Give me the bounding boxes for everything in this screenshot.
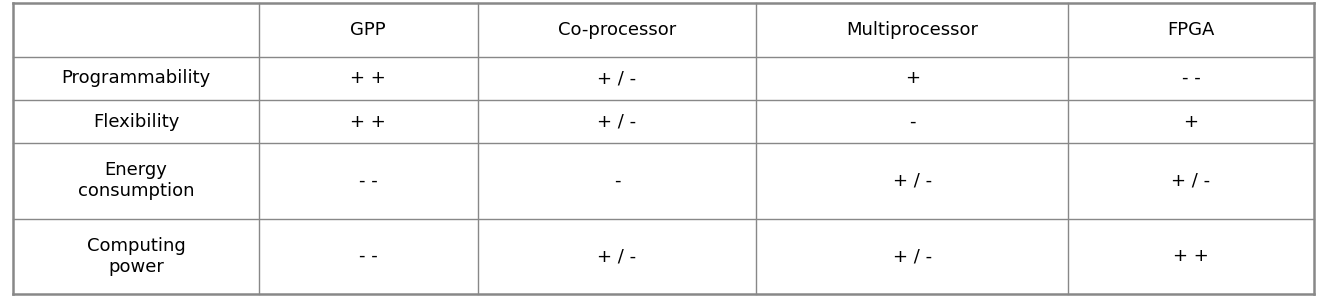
Text: + / -: + / - xyxy=(597,113,637,131)
Text: + / -: + / - xyxy=(893,172,932,190)
Text: + / -: + / - xyxy=(1172,172,1210,190)
Text: Computing
power: Computing power xyxy=(86,237,186,276)
Text: Energy
consumption: Energy consumption xyxy=(78,162,194,200)
Text: + / -: + / - xyxy=(597,247,637,265)
Text: + +: + + xyxy=(1173,247,1209,265)
Text: Flexibility: Flexibility xyxy=(93,113,179,131)
Text: Co-processor: Co-processor xyxy=(557,21,677,39)
Text: - -: - - xyxy=(1181,69,1201,87)
Text: +: + xyxy=(905,69,920,87)
Text: - -: - - xyxy=(358,247,378,265)
Text: +: + xyxy=(1184,113,1198,131)
Text: -: - xyxy=(909,113,916,131)
Text: GPP: GPP xyxy=(350,21,386,39)
Text: + +: + + xyxy=(350,69,386,87)
Text: + +: + + xyxy=(350,113,386,131)
Text: Multiprocessor: Multiprocessor xyxy=(847,21,978,39)
Text: FPGA: FPGA xyxy=(1168,21,1214,39)
Text: + / -: + / - xyxy=(893,247,932,265)
Text: + / -: + / - xyxy=(597,69,637,87)
Text: -: - xyxy=(614,172,620,190)
Text: - -: - - xyxy=(358,172,378,190)
Text: Programmability: Programmability xyxy=(61,69,211,87)
